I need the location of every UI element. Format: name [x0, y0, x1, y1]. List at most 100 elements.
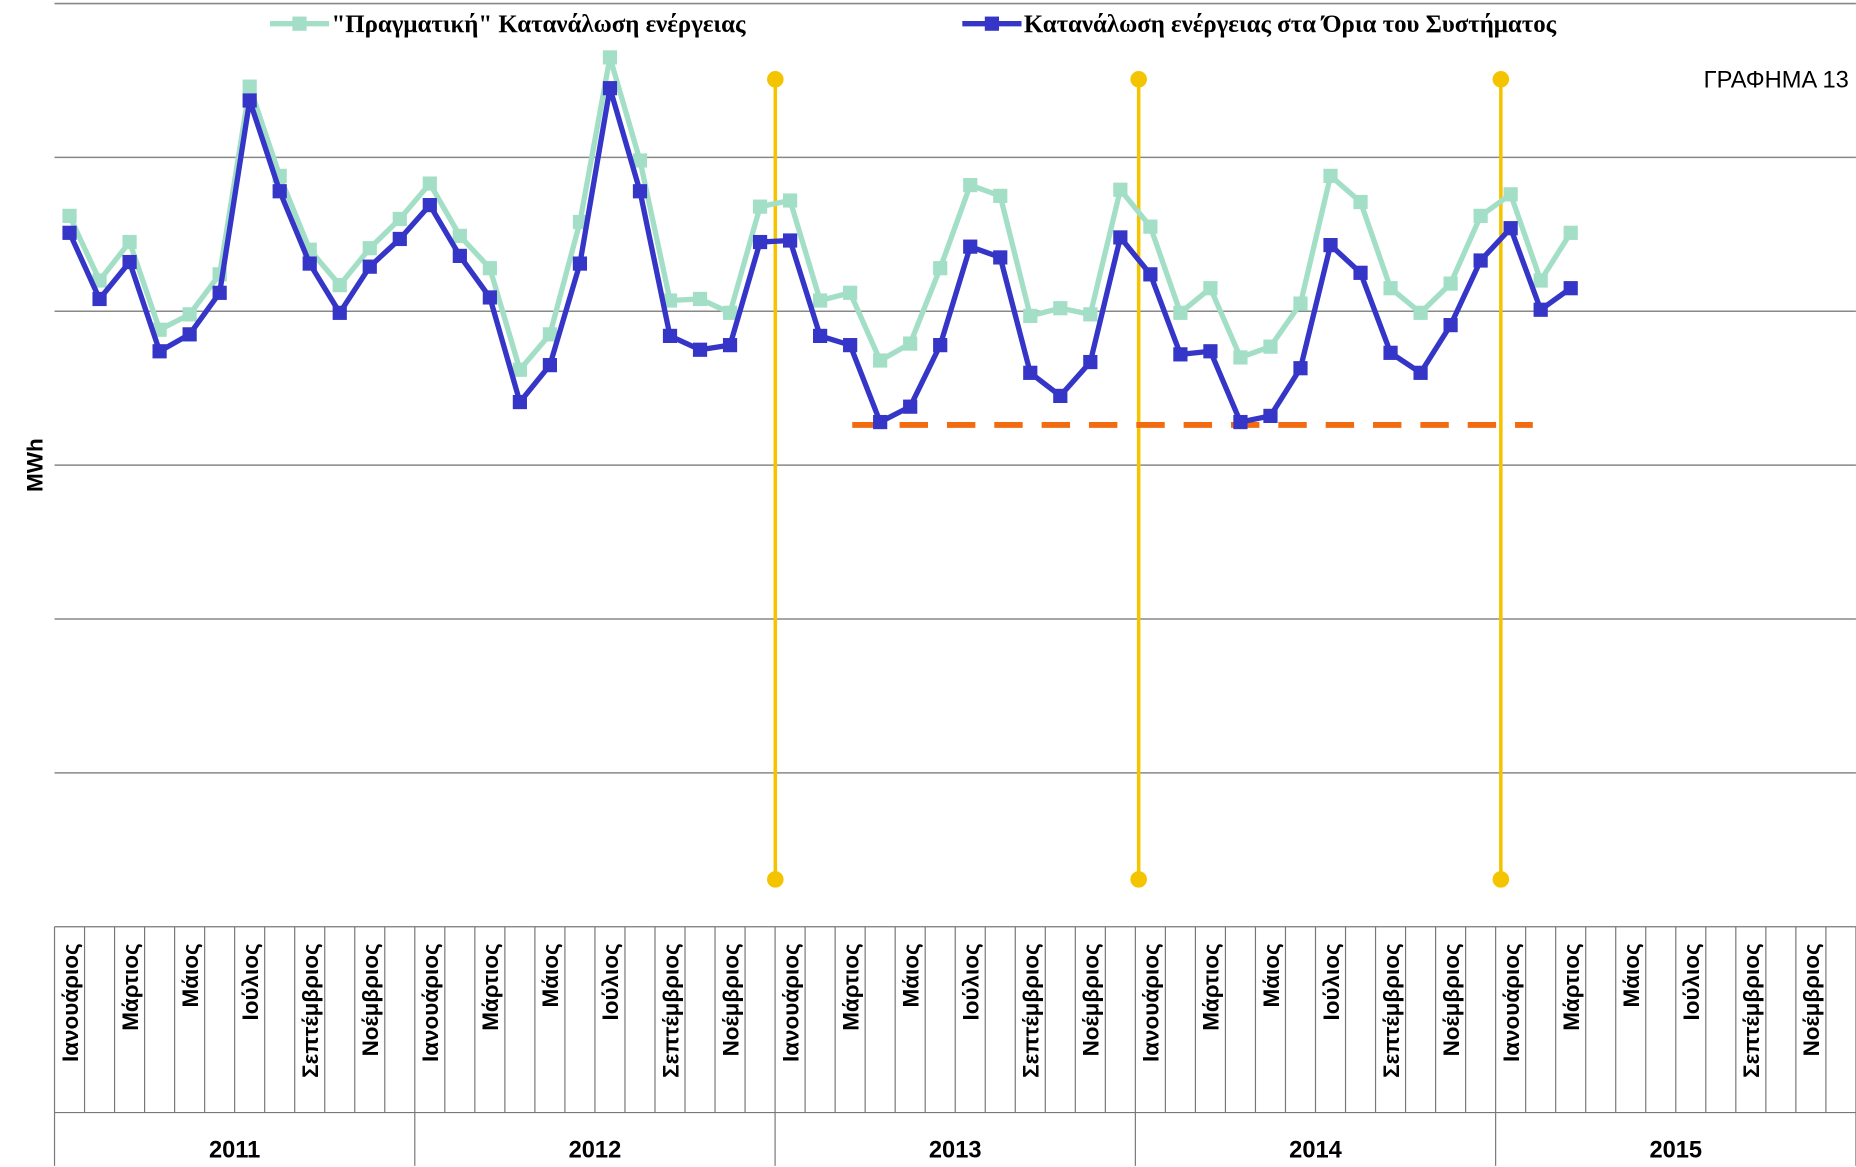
legend-label: "Πραγματική" Κατανάλωση ενέργειας — [331, 11, 746, 38]
grid — [54, 2, 1856, 774]
x-tick-label: Ιούλιος — [238, 943, 263, 1020]
divider-dot — [1492, 871, 1510, 888]
data-point — [692, 342, 708, 357]
x-tick-label: Μάιος — [538, 943, 563, 1007]
data-point — [933, 338, 948, 353]
data-point — [1143, 219, 1158, 234]
data-point — [482, 290, 497, 305]
data-point — [1293, 296, 1308, 311]
data-point — [62, 225, 77, 240]
x-tick-label: Μάρτιος — [1559, 943, 1584, 1030]
group-label: 2011 — [209, 1138, 260, 1164]
data-point — [752, 234, 768, 250]
data-point — [722, 305, 738, 320]
x-tick-label: Σεπτέμβριος — [298, 943, 323, 1078]
data-point — [392, 211, 407, 227]
data-point — [662, 293, 678, 308]
data-point — [122, 234, 137, 250]
data-point — [1503, 221, 1518, 236]
data-point — [572, 256, 588, 271]
data-point — [1533, 302, 1548, 317]
data-point — [843, 285, 858, 300]
data-point — [752, 199, 768, 214]
data-point — [1263, 339, 1278, 354]
data-point — [1443, 318, 1458, 333]
data-point — [1473, 208, 1488, 223]
legend: "Πραγματική" Κατανάλωση ενέργειας Κατανάλ… — [269, 11, 1557, 38]
data-point — [1353, 194, 1368, 210]
x-tick-label: Νοέμβριος — [1079, 943, 1104, 1056]
divider-dot — [1492, 71, 1510, 88]
data-point — [813, 293, 828, 308]
data-point — [1053, 301, 1068, 316]
data-point — [1533, 273, 1548, 288]
data-point — [873, 414, 888, 430]
x-tick-label: Ιούλιος — [598, 943, 623, 1020]
data-point — [272, 184, 287, 199]
data-point — [1473, 253, 1488, 268]
data-point — [1083, 307, 1098, 322]
data-point — [632, 184, 648, 199]
x-tick-label: Νοέμβριος — [1439, 943, 1464, 1056]
data-point — [422, 176, 437, 191]
data-point — [873, 353, 888, 368]
y-axis-label: MWh — [23, 438, 48, 492]
x-tick-label: Μάρτιος — [118, 943, 143, 1030]
data-point — [542, 327, 558, 342]
x-tick-label: Ιούλιος — [1319, 943, 1344, 1020]
annotations — [767, 71, 1533, 888]
data-point — [62, 208, 77, 223]
group-label: 2015 — [1649, 1138, 1702, 1164]
data-point — [1143, 267, 1158, 282]
data-point — [512, 362, 527, 377]
group-label: 2013 — [929, 1138, 982, 1164]
data-point — [482, 261, 497, 276]
x-tick-label: Μάρτιος — [478, 943, 503, 1030]
x-tick-label: Ιανουάριος — [418, 943, 443, 1062]
data-point — [1263, 408, 1278, 424]
data-point — [722, 338, 738, 353]
data-point — [1293, 361, 1308, 376]
data-point — [452, 248, 467, 263]
data-point — [993, 250, 1008, 265]
group-label: 2012 — [569, 1138, 622, 1164]
x-tick-label: Νοέμβριος — [358, 943, 383, 1056]
data-point — [1413, 365, 1428, 380]
data-point — [1563, 281, 1578, 296]
data-point — [933, 261, 948, 276]
series-line — [67, 54, 1573, 373]
legend-marker — [292, 16, 307, 31]
x-tick-label: Μάρτιος — [1199, 943, 1224, 1030]
data-point — [602, 50, 618, 65]
x-tick-label: Μάιος — [898, 943, 923, 1007]
data-point — [1053, 388, 1068, 404]
x-tick-label: Μάιος — [1259, 943, 1284, 1007]
data-point — [692, 291, 708, 307]
x-tick-label: Σεπτέμβριος — [658, 943, 683, 1078]
data-point — [452, 228, 467, 243]
x-tick-label: Ιανουάριος — [58, 943, 83, 1062]
x-tick-label: Νοέμβριος — [718, 943, 743, 1056]
data-point — [963, 239, 978, 254]
data-point — [662, 328, 678, 343]
group-label: 2014 — [1289, 1138, 1342, 1164]
data-point — [1113, 182, 1128, 197]
data-point — [1113, 230, 1128, 245]
data-point — [212, 285, 227, 300]
legend-marker — [984, 16, 1000, 31]
data-point — [1323, 168, 1338, 183]
data-point — [92, 291, 107, 307]
data-point — [362, 259, 377, 274]
data-point — [512, 394, 527, 410]
x-tick-label: Ιανουάριος — [1139, 943, 1164, 1062]
data-point — [602, 81, 618, 96]
data-point — [182, 307, 197, 322]
data-point — [1383, 345, 1398, 360]
data-point — [1563, 225, 1578, 240]
data-point — [242, 93, 257, 108]
x-tick-label: Ιούλιος — [959, 943, 984, 1020]
data-point — [843, 338, 858, 353]
data-point — [1443, 276, 1458, 291]
divider-dot — [1130, 871, 1147, 888]
